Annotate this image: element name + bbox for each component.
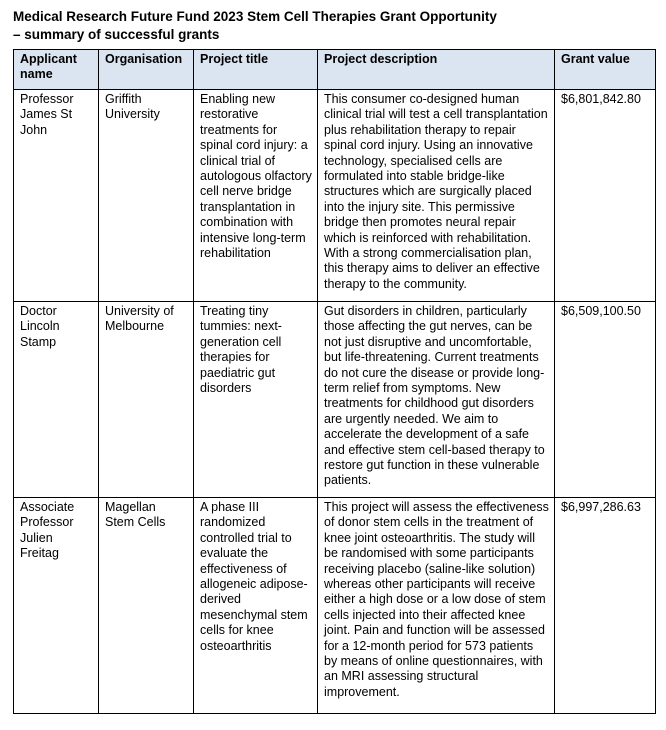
cell-project-description: Gut disorders in children, particularly … bbox=[317, 301, 555, 498]
table-row: Associate Professor Julien Freitag Magel… bbox=[13, 497, 656, 714]
cell-applicant-name: Professor James St John bbox=[13, 89, 99, 302]
page-title-line2: – summary of successful grants bbox=[13, 27, 220, 42]
cell-project-title: Treating tiny tummies: next-generation c… bbox=[193, 301, 318, 498]
cell-grant-value: $6,509,100.50 bbox=[554, 301, 656, 498]
column-header-organisation: Organisation bbox=[98, 49, 194, 90]
page-title: Medical Research Future Fund 2023 Stem C… bbox=[13, 8, 655, 44]
table-row: Doctor Lincoln Stamp University of Melbo… bbox=[13, 301, 656, 498]
cell-project-title: A phase III randomized controlled trial … bbox=[193, 497, 318, 714]
column-header-applicant-name: Applicant name bbox=[13, 49, 99, 90]
cell-project-title: Enabling new restorative treatments for … bbox=[193, 89, 318, 302]
cell-project-description: This consumer co-designed human clinical… bbox=[317, 89, 555, 302]
cell-grant-value: $6,997,286.63 bbox=[554, 497, 656, 714]
document-page: Medical Research Future Fund 2023 Stem C… bbox=[13, 8, 656, 714]
column-header-grant-value: Grant value bbox=[554, 49, 656, 90]
table-row: Professor James St John Griffith Univers… bbox=[13, 89, 656, 302]
cell-applicant-name: Associate Professor Julien Freitag bbox=[13, 497, 99, 714]
page-title-line1: Medical Research Future Fund 2023 Stem C… bbox=[13, 9, 497, 24]
table-header-row: Applicant name Organisation Project titl… bbox=[13, 49, 656, 90]
grants-table: Applicant name Organisation Project titl… bbox=[13, 49, 656, 714]
cell-organisation: Griffith University bbox=[98, 89, 194, 302]
cell-organisation: Magellan Stem Cells bbox=[98, 497, 194, 714]
column-header-project-title: Project title bbox=[193, 49, 318, 90]
column-header-project-description: Project description bbox=[317, 49, 555, 90]
cell-grant-value: $6,801,842.80 bbox=[554, 89, 656, 302]
cell-project-description: This project will assess the effectivene… bbox=[317, 497, 555, 714]
cell-organisation: University of Melbourne bbox=[98, 301, 194, 498]
cell-applicant-name: Doctor Lincoln Stamp bbox=[13, 301, 99, 498]
